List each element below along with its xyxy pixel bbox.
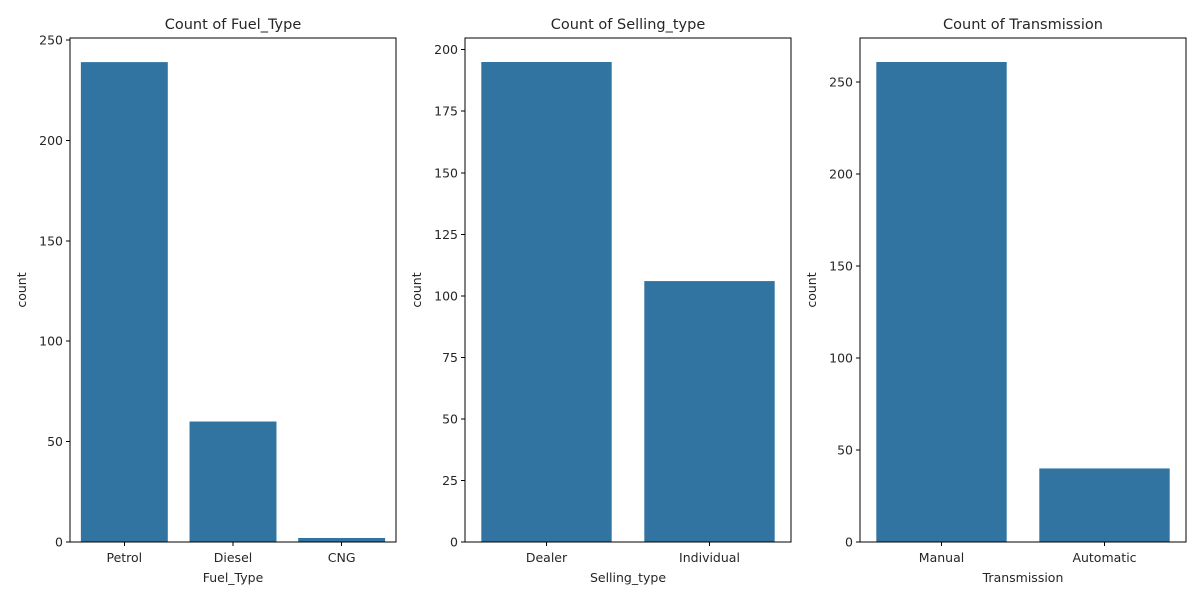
y-tick-label: 200 [39, 133, 63, 148]
y-tick-label: 100 [39, 334, 63, 349]
chart-panel-selling-type: 0 25 50 75 100 125 150 175 200 Dealer Individual Co… [409, 17, 792, 585]
bar-petrol [80, 62, 168, 543]
bar-manual [876, 62, 1007, 542]
x-axis-label: Fuel_Type [203, 570, 264, 585]
y-tick-label: 150 [434, 165, 458, 180]
x-tick-label-individual: Individual [679, 550, 740, 565]
y-tick-label: 0 [55, 535, 63, 550]
chart-panel-transmission: 0 50 100 150 200 250 Manual Automatic Count of T… [804, 17, 1187, 585]
bar-diesel [189, 421, 277, 542]
y-axis-label: count [804, 272, 819, 307]
x-tick-label-dealer: Dealer [526, 550, 568, 565]
chart-title: Count of Selling_type [551, 17, 706, 33]
y-axis-label: count [409, 272, 424, 307]
y-tick-label: 175 [434, 104, 458, 119]
plot-frame [464, 37, 792, 543]
x-axis-label: Selling_type [590, 570, 666, 585]
y-tick-label: 125 [434, 227, 458, 242]
y-tick-label: 100 [434, 288, 458, 303]
y-tick-label: 75 [442, 350, 458, 365]
y-tick-label: 50 [47, 434, 63, 449]
y-tick-label: 0 [450, 535, 458, 550]
x-tick-label-automatic: Automatic [1072, 550, 1136, 565]
y-tick-label: 100 [829, 351, 853, 366]
chart-panel-fuel-type: 0 50 100 150 200 250 Petrol Diesel CNG Count of F… [14, 17, 397, 585]
y-tick-label: 250 [829, 75, 853, 90]
y-tick-label: 200 [829, 167, 853, 182]
y-tick-label: 25 [442, 473, 458, 488]
y-tick-label: 200 [434, 42, 458, 57]
chart-title: Count of Fuel_Type [165, 17, 302, 33]
x-tick-label-cng: CNG [328, 550, 356, 565]
chart-title: Count of Transmission [943, 17, 1103, 33]
x-tick-label-petrol: Petrol [106, 550, 142, 565]
x-tick-label-manual: Manual [919, 550, 964, 565]
bar-automatic [1039, 468, 1170, 542]
y-tick-label: 150 [829, 259, 853, 274]
y-tick-label: 150 [39, 233, 63, 248]
x-axis-label: Transmission [982, 570, 1064, 585]
y-tick-label: 0 [845, 535, 853, 550]
y-tick-label: 250 [39, 33, 63, 48]
x-tick-label-diesel: Diesel [214, 550, 252, 565]
y-tick-label: 50 [442, 411, 458, 426]
y-axis-label: count [14, 272, 29, 307]
y-tick-label: 50 [837, 443, 853, 458]
plot-frame [859, 37, 1187, 543]
bar-dealer [481, 62, 612, 542]
bar-individual [644, 281, 775, 542]
bar-cng [298, 537, 386, 542]
